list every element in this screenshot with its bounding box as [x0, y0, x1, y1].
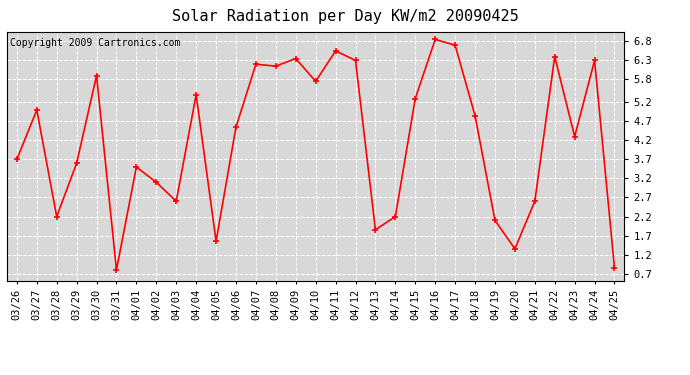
- Text: Copyright 2009 Cartronics.com: Copyright 2009 Cartronics.com: [10, 38, 180, 48]
- Text: Solar Radiation per Day KW/m2 20090425: Solar Radiation per Day KW/m2 20090425: [172, 9, 518, 24]
